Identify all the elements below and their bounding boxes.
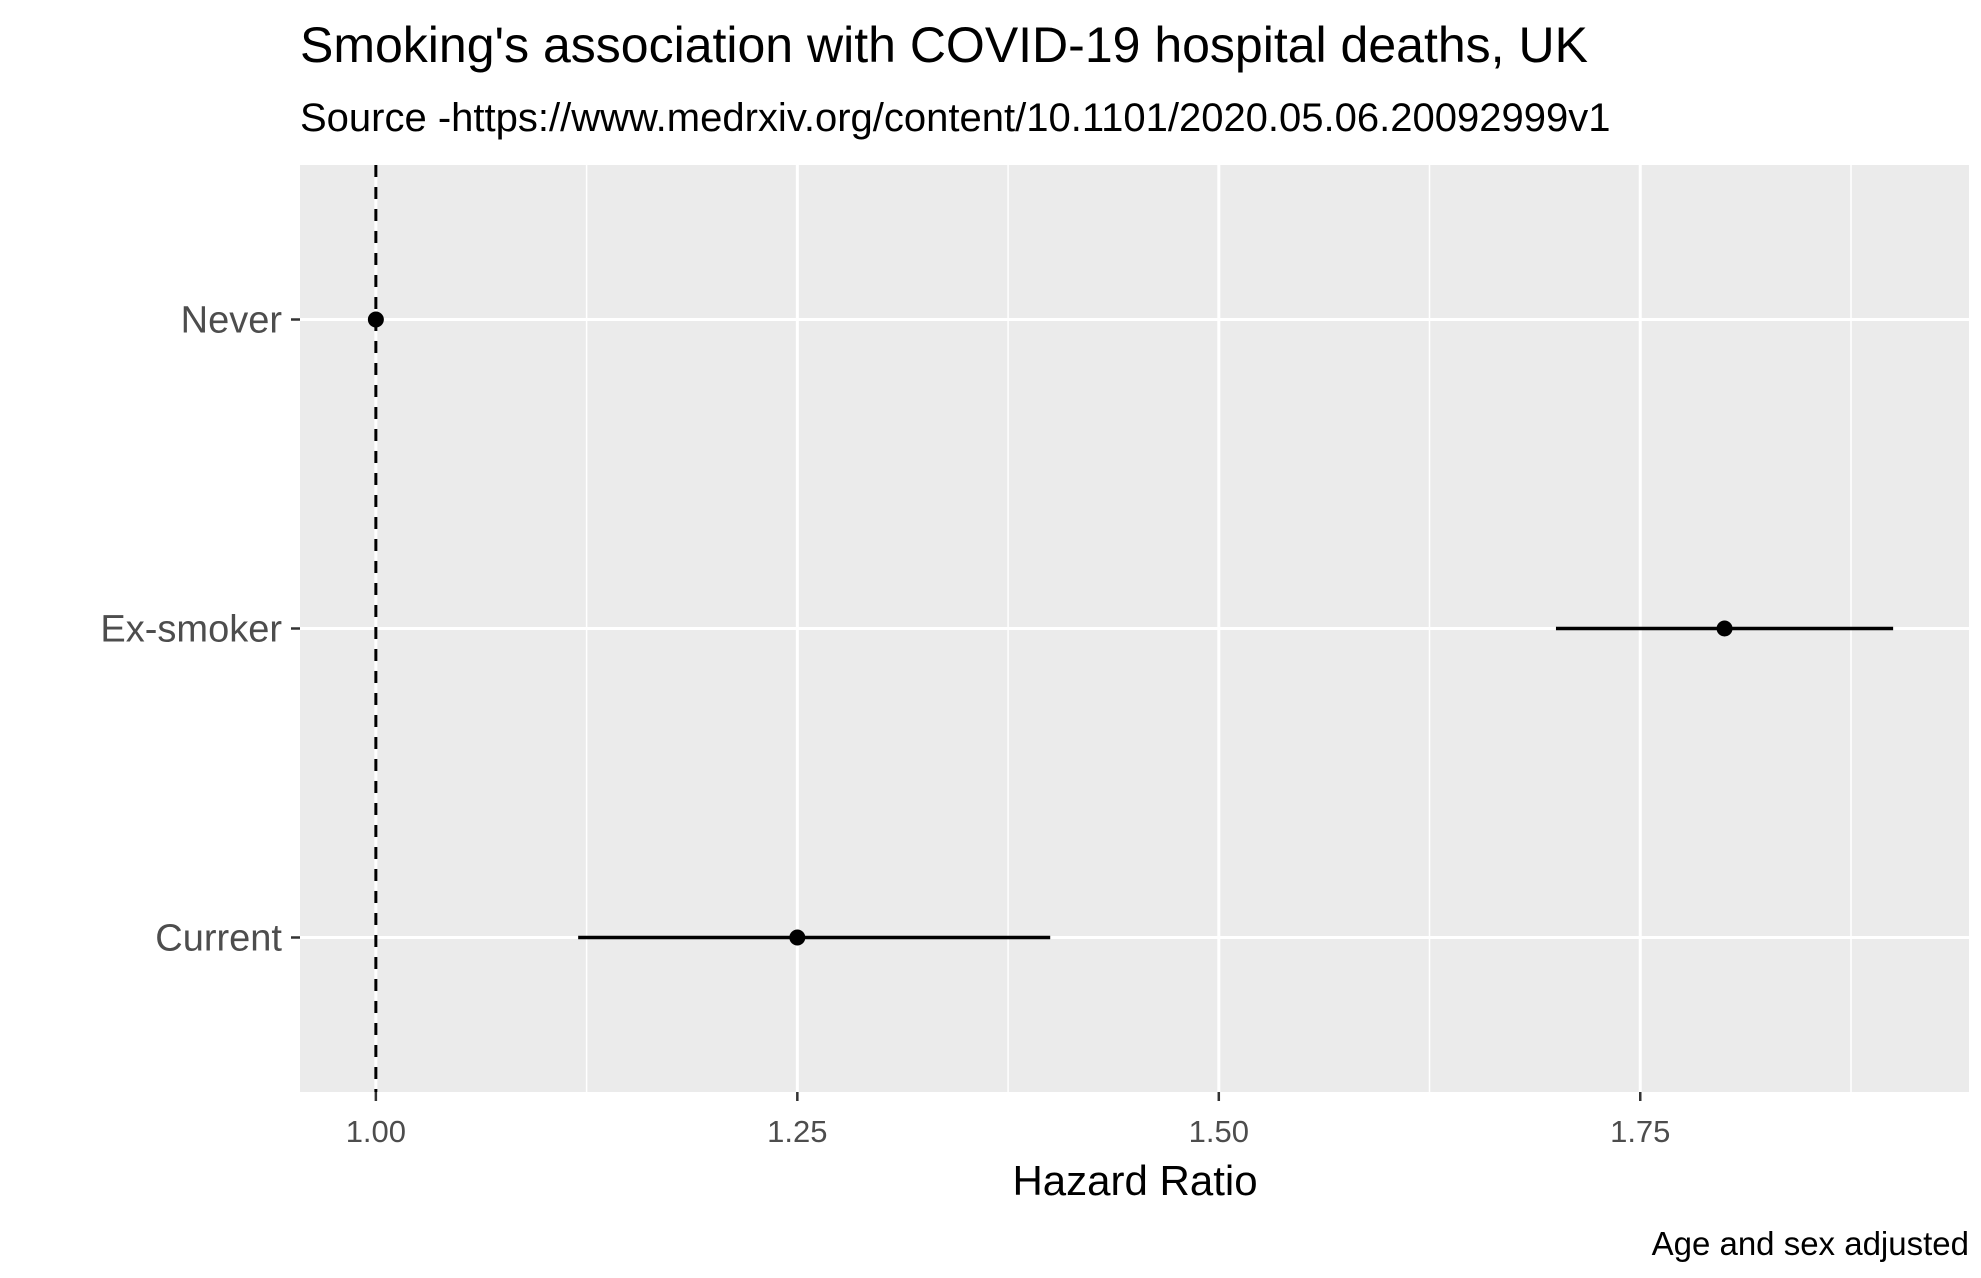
x-axis: 1.00 1.25 1.50 1.75 (346, 1092, 1670, 1149)
chart-caption: Age and sex adjusted (1652, 1225, 1969, 1262)
y-tick-label: Never (181, 300, 283, 342)
point-marker (367, 311, 384, 328)
y-tick-label: Current (155, 918, 282, 960)
chart-subtitle: Source -https://www.medrxiv.org/content/… (300, 96, 1610, 140)
y-axis: Never Ex-smoker Current (100, 300, 300, 960)
x-tick-label: 1.75 (1610, 1114, 1670, 1149)
x-tick-label: 1.25 (767, 1114, 827, 1149)
point-marker (789, 929, 806, 946)
y-tick-label: Ex-smoker (100, 609, 282, 651)
x-axis-title: Hazard Ratio (1012, 1157, 1257, 1204)
x-tick-label: 1.50 (1189, 1114, 1249, 1149)
data-marks (367, 311, 1894, 946)
x-tick-label: 1.00 (346, 1114, 406, 1149)
point-marker (1716, 620, 1733, 637)
chart-title: Smoking's association with COVID-19 hosp… (300, 17, 1588, 73)
